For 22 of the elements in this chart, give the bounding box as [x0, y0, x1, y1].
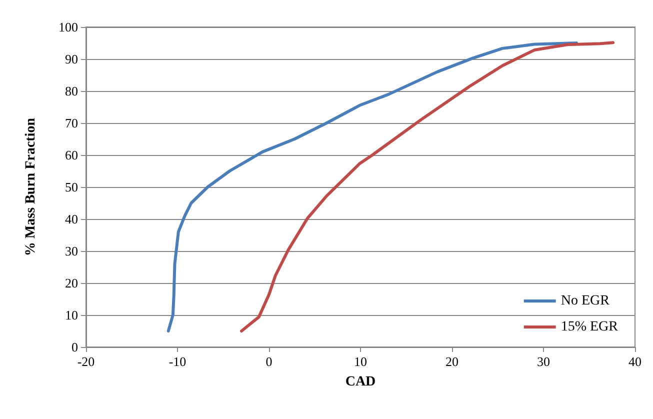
x-tick-label: 40: [628, 354, 642, 369]
y-axis-title: % Mass Burn Fraction: [24, 118, 38, 256]
x-tick-label: -20: [77, 354, 95, 369]
x-tick-label: 0: [266, 354, 272, 369]
x-tick-label: 20: [446, 354, 458, 369]
y-tick-label: 50: [65, 180, 78, 194]
y-tick-label: 80: [65, 84, 78, 98]
y-tick-label: 100: [58, 20, 78, 34]
x-tick-label: 10: [354, 354, 367, 369]
legend-label: No EGR: [560, 294, 610, 308]
y-tick-label: 20: [65, 276, 78, 290]
y-tick-label: 10: [65, 308, 78, 322]
x-tick-label: -10: [168, 354, 186, 369]
y-tick-label: 70: [65, 116, 78, 130]
y-tick-label: 60: [65, 148, 78, 162]
x-axis-title: CAD: [345, 374, 376, 390]
x-tick-label: 30: [537, 354, 550, 369]
y-tick-label: 30: [65, 244, 78, 258]
y-tick-label: 40: [65, 212, 78, 226]
legend-label: 15% EGR: [560, 320, 619, 334]
y-tick-label: 0: [72, 340, 78, 354]
y-tick-label: 90: [65, 52, 78, 66]
